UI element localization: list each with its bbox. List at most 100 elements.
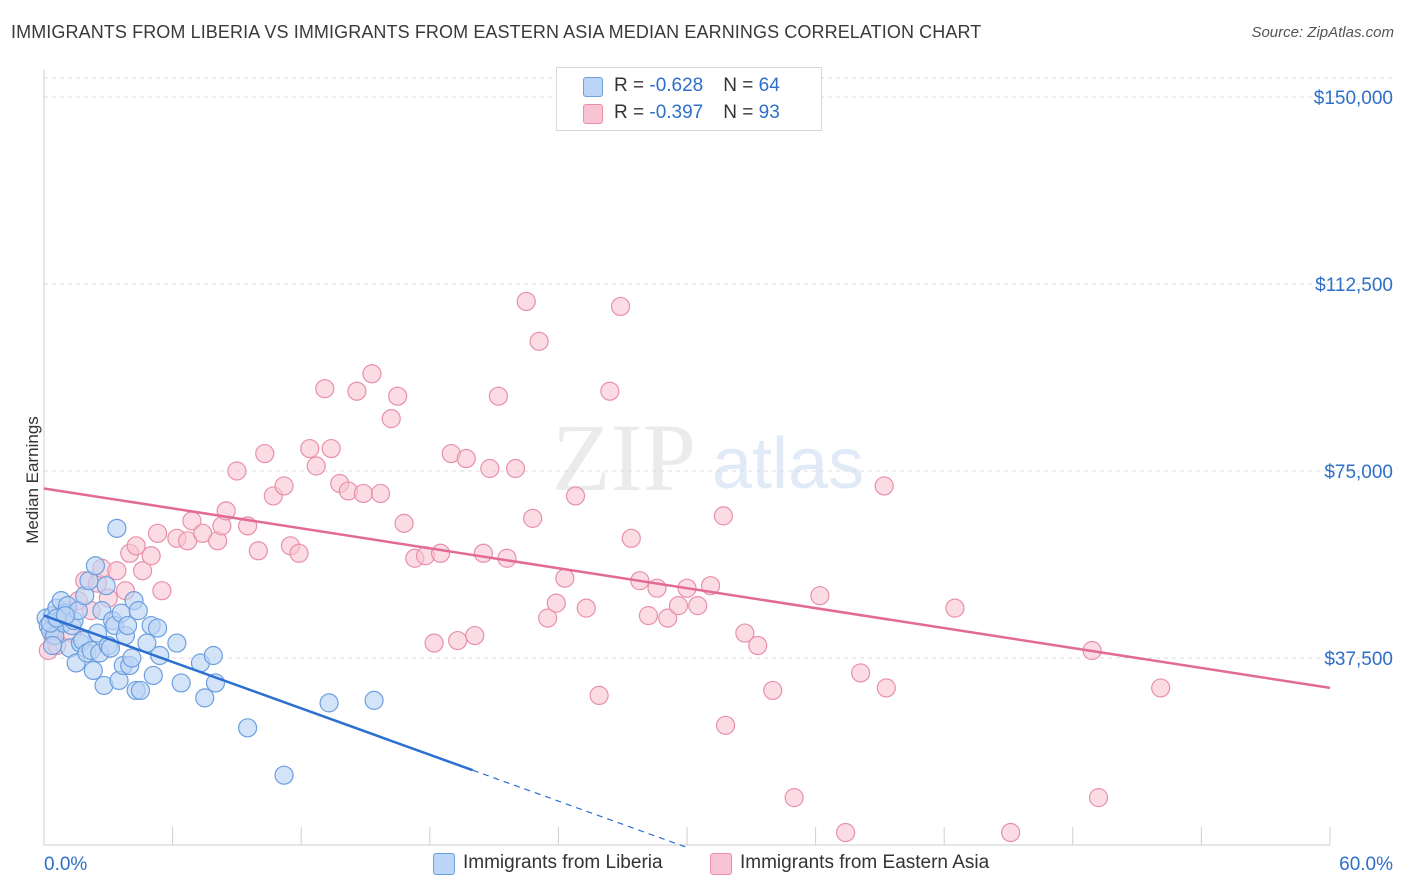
correlation-legend: R = -0.628 N = 64 R = -0.397 N = 93 <box>556 67 822 131</box>
trend-line-liberia-extension <box>472 769 688 849</box>
data-point-eastern-asia <box>465 625 485 646</box>
data-point-eastern-asia <box>638 606 659 626</box>
data-point-liberia <box>128 601 148 621</box>
data-point-eastern-asia <box>255 443 275 464</box>
data-point-eastern-asia <box>353 483 373 504</box>
data-point-eastern-asia <box>505 458 526 479</box>
data-point-eastern-asia <box>748 635 768 656</box>
y-tick-label: $75,000 <box>1324 462 1393 483</box>
data-point-eastern-asia <box>529 331 549 351</box>
series-eastern-asia <box>38 291 1171 843</box>
data-point-liberia <box>319 693 339 713</box>
legend-r-value-eastern-asia: -0.397 <box>649 102 704 123</box>
data-point-eastern-asia <box>810 586 830 606</box>
data-point-eastern-asia <box>141 546 161 566</box>
data-point-eastern-asia <box>381 409 401 429</box>
data-point-liberia <box>122 648 142 668</box>
data-point-eastern-asia <box>1088 788 1109 808</box>
data-point-eastern-asia <box>600 381 620 401</box>
trend-lines <box>43 487 1331 849</box>
data-point-eastern-asia <box>836 822 856 843</box>
data-point-eastern-asia <box>370 483 391 504</box>
y-tick-label: $112,500 <box>1315 275 1393 296</box>
data-point-eastern-asia <box>274 476 294 496</box>
data-point-eastern-asia <box>1001 822 1021 843</box>
data-point-eastern-asia <box>546 593 566 613</box>
bottom-legend-swatch-liberia <box>433 853 455 875</box>
data-point-liberia <box>107 518 127 538</box>
data-point-liberia <box>238 718 258 738</box>
legend-n-label: N = <box>723 102 759 123</box>
data-point-eastern-asia <box>315 379 335 399</box>
data-point-liberia <box>117 615 138 636</box>
legend-r-label: R = <box>614 75 650 96</box>
trend-line-liberia <box>43 614 474 772</box>
data-point-eastern-asia <box>576 598 596 618</box>
data-point-liberia <box>147 618 168 638</box>
legend-n-label: N = <box>723 75 759 96</box>
source-credit: Source: ZipAtlas.com <box>1251 24 1394 41</box>
data-point-eastern-asia <box>565 486 586 506</box>
data-point-eastern-asia <box>388 386 408 406</box>
data-point-liberia <box>167 633 187 653</box>
data-point-liberia <box>85 556 106 576</box>
data-point-eastern-asia <box>424 633 444 653</box>
data-point-liberia <box>203 645 223 666</box>
data-point-eastern-asia <box>289 543 309 563</box>
data-point-eastern-asia <box>668 596 689 616</box>
legend-r-label: R = <box>614 102 650 123</box>
gridlines <box>44 77 1395 659</box>
data-point-eastern-asia <box>735 623 755 643</box>
data-point-eastern-asia <box>523 508 543 528</box>
data-point-eastern-asia <box>321 438 341 459</box>
data-point-eastern-asia <box>347 381 367 401</box>
watermark: ZIP atlas <box>552 404 864 511</box>
data-point-eastern-asia <box>248 541 268 561</box>
data-point-eastern-asia <box>715 715 736 735</box>
data-point-eastern-asia <box>362 364 382 384</box>
bottom-legend-label-eastern-asia: Immigrants from Eastern Asia <box>740 852 990 873</box>
watermark-atlas: atlas <box>712 424 864 504</box>
data-point-liberia <box>130 680 151 701</box>
data-point-eastern-asia <box>107 561 127 581</box>
data-point-eastern-asia <box>538 608 558 628</box>
data-point-liberia <box>195 688 215 708</box>
data-point-eastern-asia <box>306 456 326 476</box>
data-point-eastern-asia <box>784 788 804 808</box>
x-tick-label: 0.0% <box>44 854 87 875</box>
data-point-eastern-asia <box>658 608 678 628</box>
y-tick-label: $37,500 <box>1324 649 1393 670</box>
data-point-eastern-asia <box>876 678 896 698</box>
data-point-eastern-asia <box>456 448 476 469</box>
legend-n-value-liberia: 64 <box>758 75 780 96</box>
tick-labels: $37,500 $75,000 $112,500 $150,000 0.0% 60.0% <box>44 88 1393 875</box>
data-point-eastern-asia <box>480 458 500 479</box>
data-point-eastern-asia <box>126 536 146 556</box>
data-point-eastern-asia <box>851 663 871 683</box>
data-point-eastern-asia <box>589 685 609 706</box>
data-point-eastern-asia <box>473 543 493 563</box>
data-point-eastern-asia <box>448 630 468 651</box>
data-point-eastern-asia <box>300 438 320 459</box>
data-point-eastern-asia <box>713 506 734 526</box>
data-point-eastern-asia <box>516 291 536 312</box>
data-point-eastern-asia <box>430 543 451 563</box>
data-point-eastern-asia <box>394 513 414 533</box>
data-point-liberia <box>42 635 63 656</box>
chart-title: IMMIGRANTS FROM LIBERIA VS IMMIGRANTS FR… <box>11 22 982 42</box>
data-point-liberia <box>143 665 163 686</box>
data-point-eastern-asia <box>132 561 153 581</box>
legend-swatch-liberia <box>583 77 603 97</box>
bottom-legend-label-liberia: Immigrants from Liberia <box>463 852 663 873</box>
data-point-eastern-asia <box>1151 678 1171 698</box>
data-point-liberia <box>83 660 103 681</box>
data-point-eastern-asia <box>621 528 641 548</box>
data-point-eastern-asia <box>688 596 708 616</box>
data-point-eastern-asia <box>555 568 575 588</box>
bottom-legend-swatch-eastern-asia <box>710 853 732 875</box>
data-point-eastern-asia <box>227 461 247 481</box>
trend-line-eastern-asia <box>43 487 1331 690</box>
data-point-liberia <box>96 576 116 596</box>
data-point-liberia <box>364 690 384 710</box>
